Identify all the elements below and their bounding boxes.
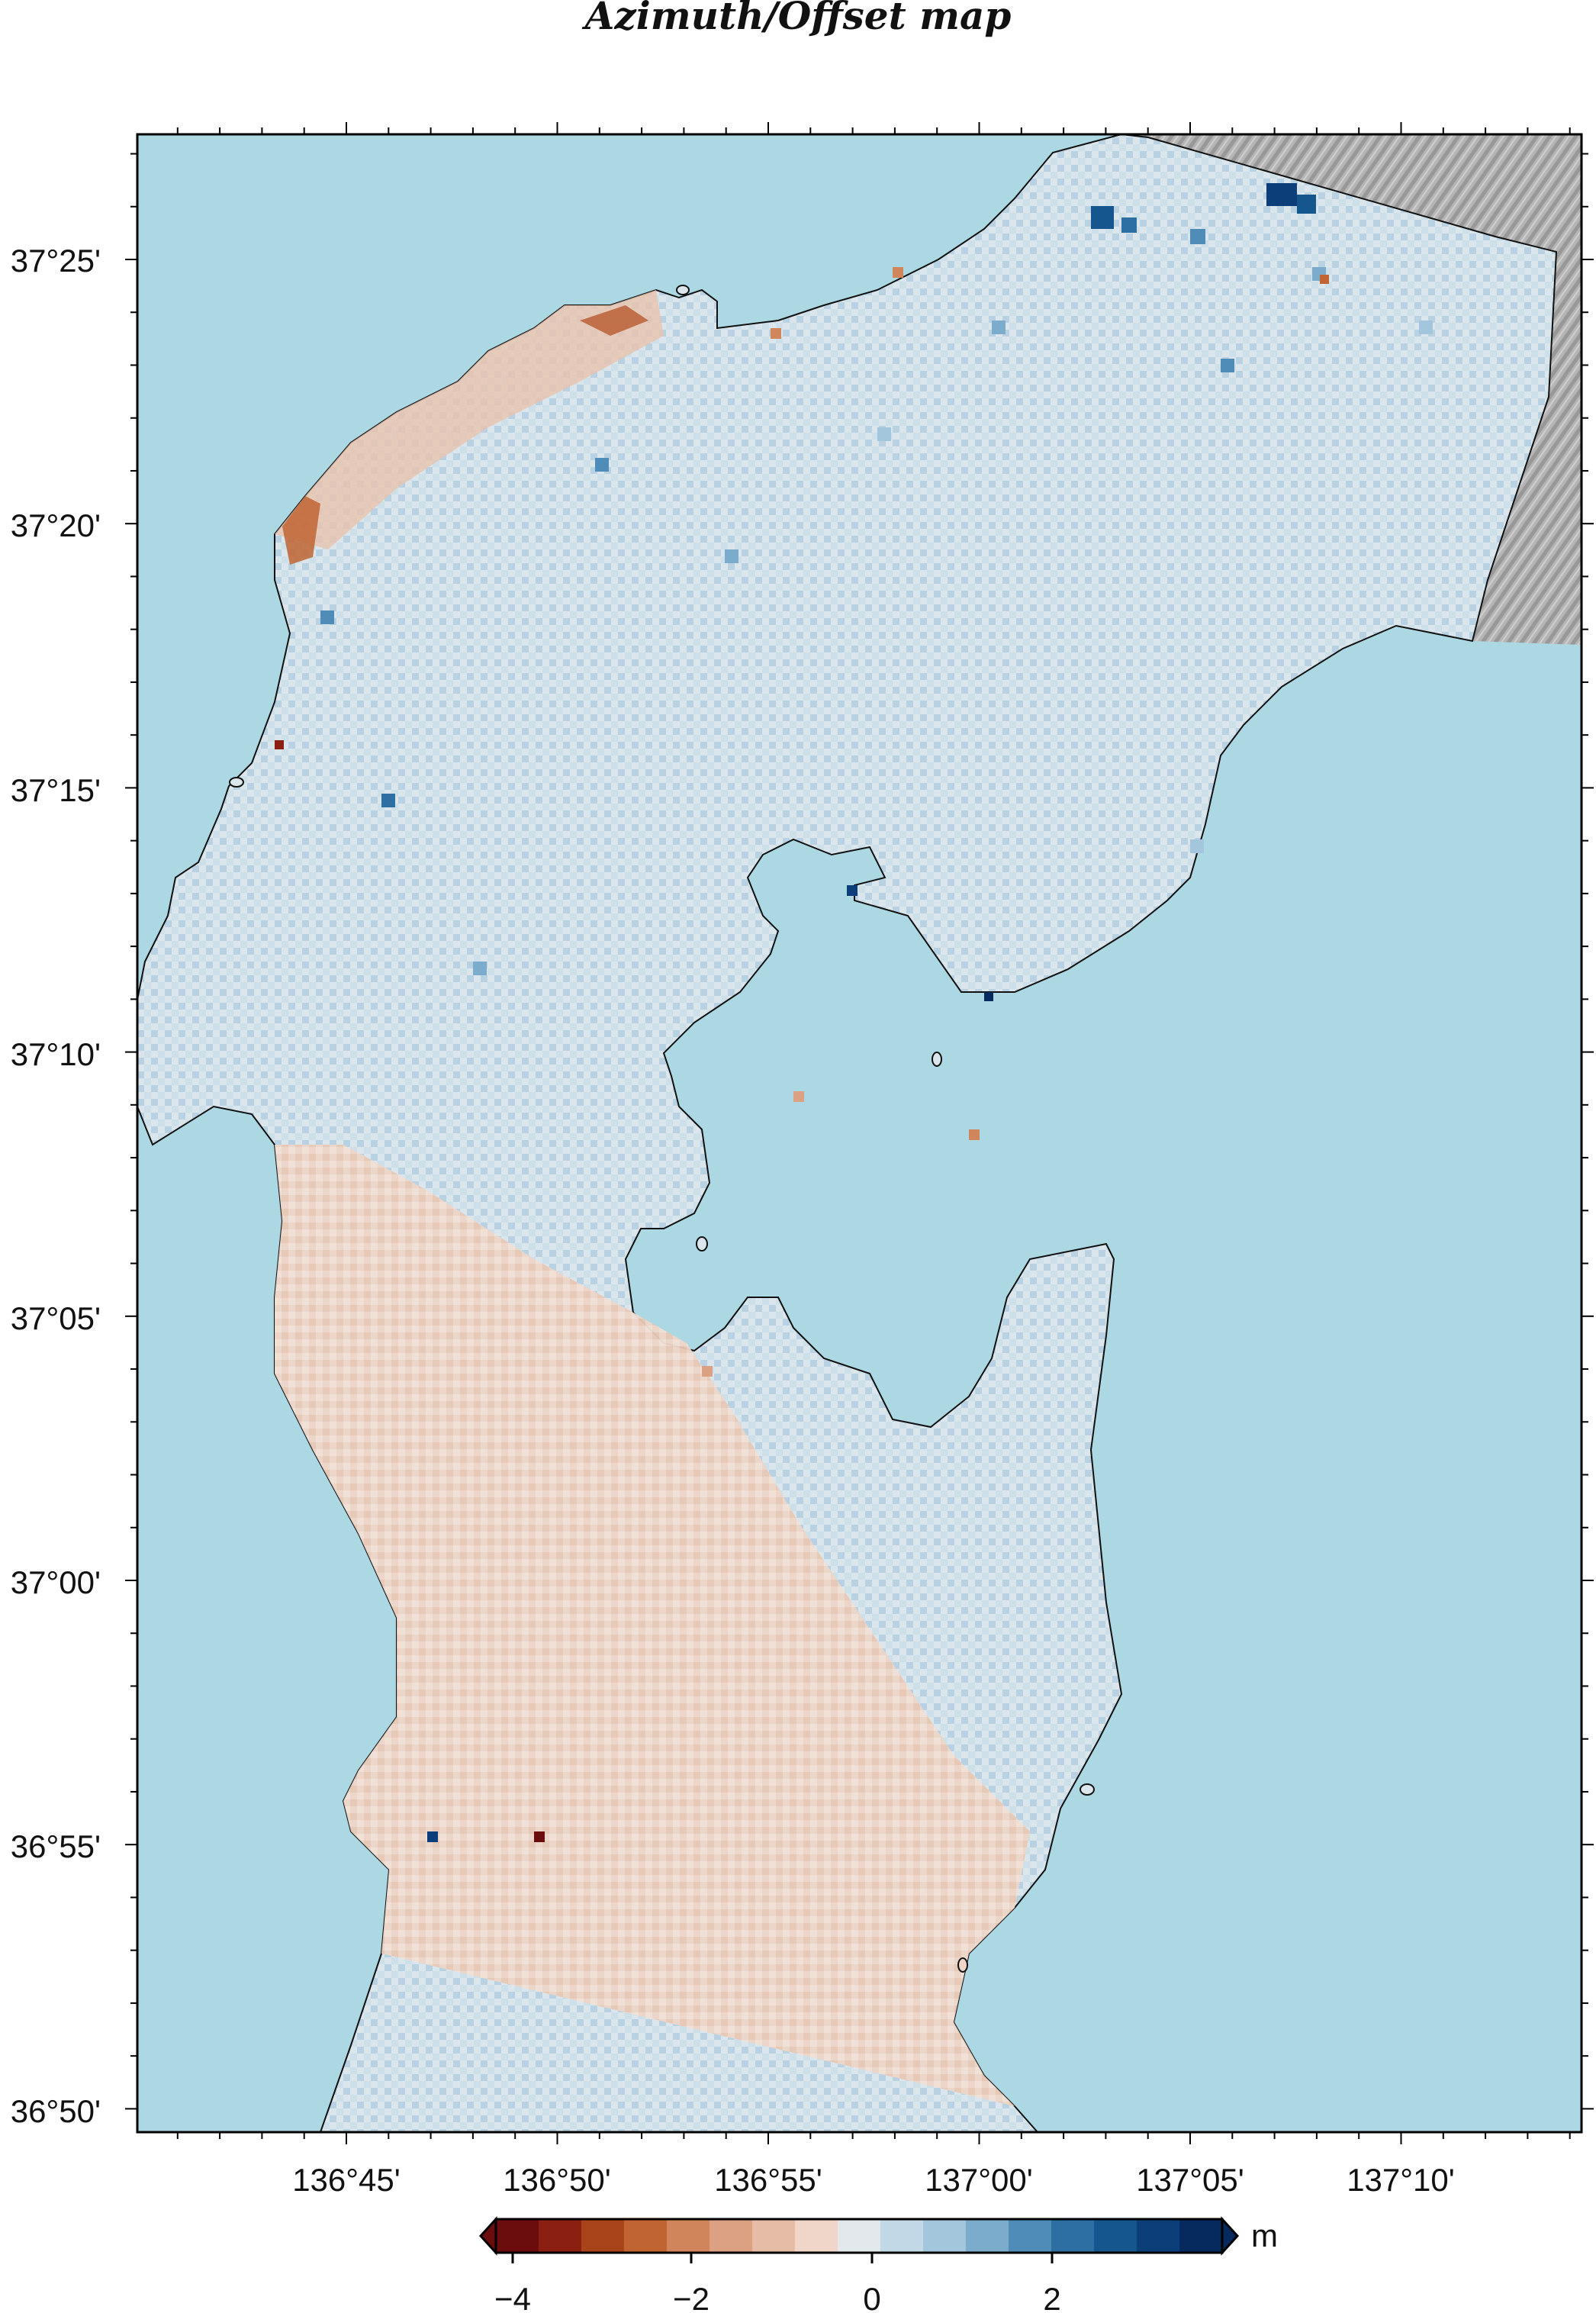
colorbar-tick-label: 0 (863, 2281, 880, 2313)
colorbar-step (539, 2219, 582, 2253)
strong-negative-patch-2 (580, 305, 648, 336)
colorbar-steps (496, 2219, 1223, 2253)
negative-offset-flecks (702, 267, 1329, 1377)
lon-label: 137°10' (1347, 2162, 1455, 2198)
latitude-labels: 37°25' 37°20' 37°15' 37°10' 37°05' 37°00… (11, 243, 101, 2129)
lat-label: 37°25' (11, 243, 101, 279)
longitude-labels: 136°45' 136°50' 136°55' 137°00' 137°05' … (292, 2162, 1455, 2198)
lon-label: 136°45' (292, 2162, 401, 2198)
colorbar-step (1179, 2219, 1223, 2253)
colorbar-step (710, 2219, 753, 2253)
colorbar-step (752, 2219, 796, 2253)
colorbar-step (1137, 2219, 1180, 2253)
colorbar-step (795, 2219, 838, 2253)
colorbar: m −4 −2 0 2 (478, 2216, 1278, 2313)
lat-label: 37°20' (11, 507, 101, 543)
colorbar-step (1051, 2219, 1095, 2253)
island-small-6 (957, 1957, 968, 1973)
colorbar-ticks (511, 2253, 1054, 2263)
map-frame (136, 133, 1583, 2134)
map-title: Azimuth/Offset map (582, 0, 1012, 38)
colorbar-frame (494, 2218, 1224, 2254)
colorbar-step (966, 2219, 1009, 2253)
colorbar-step (581, 2219, 625, 2253)
island-small-1 (932, 1052, 942, 1067)
lat-label: 36°50' (11, 2093, 101, 2129)
relief-northeast (1129, 134, 1582, 645)
colorbar-step (838, 2219, 881, 2253)
colorbar-tick-label: 2 (1043, 2281, 1060, 2313)
frame-ticks (125, 122, 1594, 2144)
lon-label: 136°50' (503, 2162, 611, 2198)
map-area (137, 134, 1582, 2132)
colorbar-tick-label: −4 (494, 2281, 531, 2313)
lat-label: 37°00' (11, 1564, 101, 1600)
colorbar-unit: m (1251, 2218, 1278, 2253)
colorbar-step (624, 2219, 668, 2253)
colorbar-step (1009, 2219, 1052, 2253)
island-small-2 (696, 1236, 708, 1252)
strong-negative-patch (282, 496, 320, 565)
warm-offset-northwest (275, 290, 664, 549)
lon-label: 137°05' (1136, 2162, 1244, 2198)
colorbar-step (923, 2219, 967, 2253)
colorbar-high-triangle (1221, 2216, 1240, 2256)
island-small-5 (676, 285, 690, 295)
colorbar-low-triangle (478, 2216, 497, 2256)
warm-offset-zone (275, 1145, 1030, 2106)
lat-label: 36°55' (11, 1828, 101, 1864)
colorbar-step (496, 2219, 539, 2253)
lon-label: 137°00' (925, 2162, 1033, 2198)
colorbar-step (667, 2219, 710, 2253)
island-small-4 (229, 777, 244, 788)
colorbar-tick-label: −2 (673, 2281, 710, 2313)
lat-label: 37°05' (11, 1300, 101, 1336)
lat-label: 37°15' (11, 772, 101, 808)
island-small-3 (1080, 1783, 1095, 1796)
positive-offset-clusters (275, 183, 1433, 1842)
lat-label: 37°10' (11, 1036, 101, 1072)
colorbar-step (1094, 2219, 1137, 2253)
lon-label: 136°55' (714, 2162, 822, 2198)
colorbar-step (880, 2219, 924, 2253)
